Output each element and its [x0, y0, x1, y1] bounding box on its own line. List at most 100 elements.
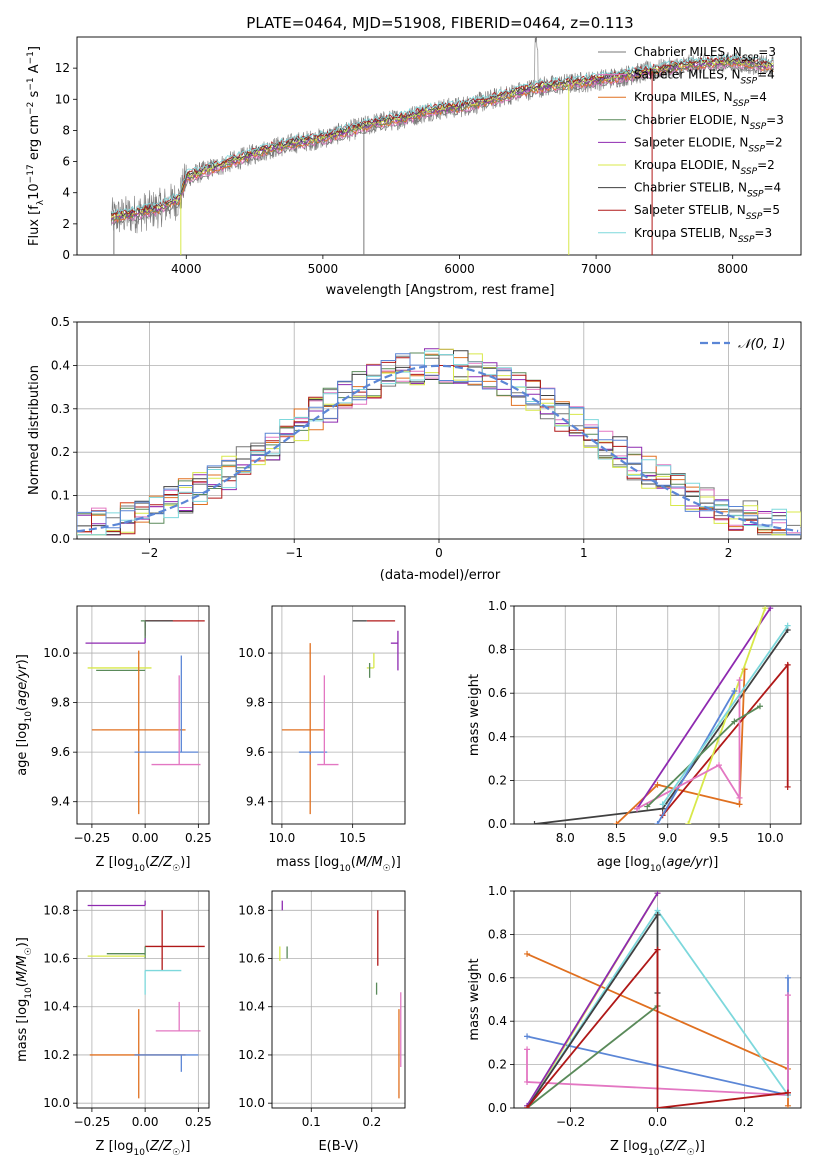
y-tick-label: 10.0 — [43, 1096, 70, 1110]
mass-weight-line — [661, 625, 789, 805]
mass-weight-marker — [731, 688, 738, 695]
y-tick-label: 10.0 — [238, 1096, 265, 1110]
mass-weight-marker — [784, 974, 791, 981]
mass-weight-marker — [613, 821, 620, 824]
y-tick-label: 10.8 — [43, 903, 70, 917]
x-tick-label: 0.00 — [132, 831, 159, 845]
axes-frame — [271, 890, 406, 1109]
x-axis-label: (data-model)/error — [380, 568, 501, 583]
y-tick-label: 4 — [62, 186, 70, 200]
y-tick-label: 0.6 — [488, 971, 507, 985]
mass-weight-marker — [716, 762, 722, 769]
x-axis-label: age [log10(age/yr)] — [597, 855, 719, 874]
y-tick-label: 0.5 — [51, 315, 70, 329]
x-axis-label: E(B-V) — [318, 1139, 358, 1154]
y-tick-label: 10.2 — [238, 1048, 265, 1062]
x-tick-label: 10.0 — [269, 831, 296, 845]
y-tick-label: 9.8 — [246, 696, 265, 710]
mass-vs-EBV-data — [279, 900, 402, 1099]
y-tick-label: 0.8 — [488, 927, 507, 941]
y-tick-label: 0.8 — [488, 643, 507, 657]
x-tick-label: 10.0 — [757, 831, 784, 845]
y-tick-label: 0.4 — [488, 730, 507, 744]
mass-weight-marker — [524, 1105, 531, 1108]
age-vs-mass-axes: 10.0 10.5 9.4 9.6 9.8 10.0 — [238, 605, 406, 845]
y-axis-label: mass [log10(M/M☉)] — [15, 937, 34, 1062]
y-tick-label: 0.2 — [488, 773, 507, 787]
mass-weight-line — [636, 607, 772, 810]
mass-weight-marker — [784, 783, 791, 790]
x-tick-label: 0.2 — [735, 1115, 754, 1129]
y-tick-label: 0.0 — [51, 532, 70, 546]
y-tick-label: 8 — [62, 123, 70, 137]
mass-weight-marker — [757, 703, 763, 710]
x-tick-label: 0.25 — [185, 831, 212, 845]
axes-frame — [271, 605, 406, 825]
mass-weight-line — [636, 680, 741, 810]
y-tick-label: 9.6 — [51, 745, 70, 759]
mass-weight-marker — [644, 803, 651, 810]
y-tick-label: 1.0 — [488, 599, 507, 613]
y-tick-label: 10.0 — [238, 646, 265, 660]
legend-entry: Chabrier STELIB, NSSP=4 — [634, 181, 781, 200]
y-tick-label: 0.4 — [51, 358, 70, 372]
massweight-vs-age-axes: 8.0 8.5 9.0 9.5 10.0 0.0 0.2 0.4 0.6 0.8 1.0 — [488, 599, 802, 845]
mass-weight-marker — [784, 661, 791, 668]
axes-frame — [76, 605, 210, 825]
x-tick-label: 0.00 — [132, 1115, 159, 1129]
axes-frame — [76, 890, 210, 1109]
mass-weight-marker — [736, 794, 743, 801]
legend-entry: Kroupa ELODIE, NSSP=2 — [634, 158, 775, 177]
y-tick-label: 0.1 — [51, 489, 70, 503]
mass-vs-Z-axes: −0.25 0.00 0.25 10.0 10.2 10.4 10.6 10.8 — [43, 890, 212, 1129]
x-tick-label: 9.5 — [709, 831, 728, 845]
x-tick-label: 2 — [725, 546, 733, 560]
y-tick-label: 0.4 — [488, 1014, 507, 1028]
axes-frame — [76, 321, 802, 540]
x-axis-label: Z [log10(Z/Z☉)] — [96, 855, 191, 874]
y-axis-label: age [log10(age/yr)] — [15, 654, 34, 776]
mass-weight-marker — [654, 946, 661, 953]
mass-vs-Z-data — [87, 900, 205, 1099]
mass-weight-marker — [736, 801, 743, 808]
legend-entry: Chabrier ELODIE, NSSP=3 — [634, 113, 784, 132]
mass-weight-marker — [784, 1102, 791, 1108]
x-tick-label: 0.25 — [185, 1115, 212, 1129]
mass-weight-marker — [784, 1089, 791, 1096]
legend-entry: Salpeter STELIB, NSSP=5 — [634, 203, 780, 222]
y-tick-label: 0.0 — [488, 1101, 507, 1115]
x-tick-label: −2 — [141, 546, 159, 560]
y-tick-label: 0 — [62, 248, 70, 262]
mass-weight-marker — [784, 622, 791, 629]
y-tick-label: 9.6 — [246, 745, 265, 759]
y-tick-label: 9.8 — [51, 696, 70, 710]
x-axis-label: Z [log10(Z/Z☉)] — [96, 1139, 191, 1158]
x-tick-label: 6000 — [444, 262, 475, 276]
figure-title: PLATE=0464, MJD=51908, FIBERID=0464, z=0… — [246, 14, 633, 32]
y-tick-label: 10 — [55, 92, 70, 106]
mass-weight-marker — [654, 891, 661, 897]
mass-vs-EBV-axes: 0.1 0.2 10.0 10.2 10.4 10.6 10.8 — [238, 890, 406, 1129]
y-tick-label: 0.0 — [488, 817, 507, 831]
y-tick-label: 10.4 — [43, 1000, 70, 1014]
mass-weight-line — [615, 669, 746, 824]
legend-entry: Salpeter ELODIE, NSSP=2 — [634, 135, 783, 154]
y-axis-label: mass weight — [467, 674, 482, 756]
residual-histogram — [77, 353, 801, 536]
y-tick-label: 0.6 — [488, 686, 507, 700]
legend-entry: 𝒩(0, 1) — [738, 337, 785, 352]
mass-weight-marker — [654, 781, 661, 788]
x-tick-label: 9.0 — [658, 831, 677, 845]
y-tick-label: 10.6 — [238, 952, 265, 966]
legend-entry: Kroupa STELIB, NSSP=3 — [634, 226, 772, 245]
massweight-vs-Z-data — [524, 891, 791, 1108]
mass-weight-marker — [654, 1105, 661, 1108]
legend-entry: Kroupa MILES, NSSP=4 — [634, 90, 767, 109]
legend-entry: Salpeter MILES, NSSP=4 — [634, 68, 775, 87]
mass-weight-marker — [634, 805, 640, 812]
y-axis-label: mass weight — [467, 958, 482, 1040]
x-tick-label: 10.5 — [339, 831, 366, 845]
massweight-vs-age-data — [531, 606, 791, 824]
y-tick-label: 0.2 — [51, 445, 70, 459]
